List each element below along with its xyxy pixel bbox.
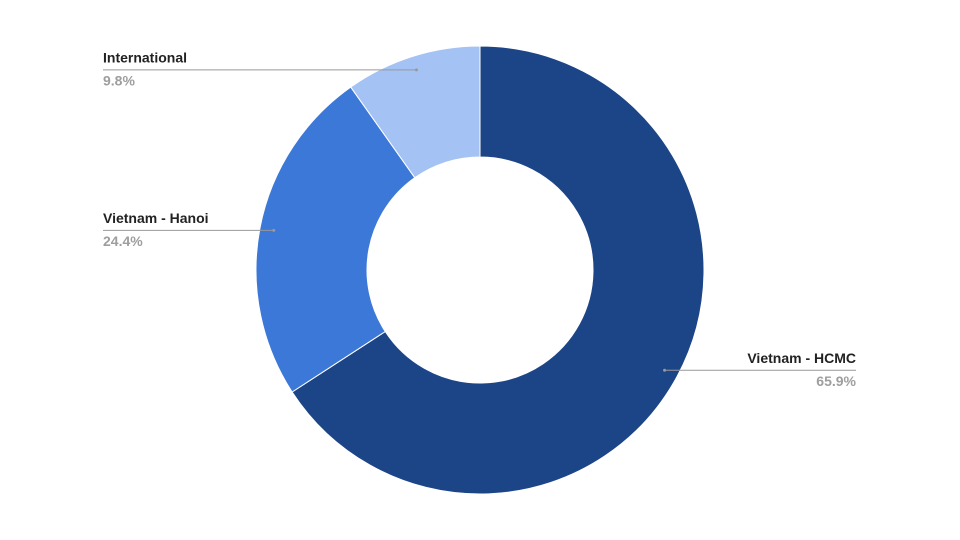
donut-slice: [255, 86, 416, 393]
slice-value-label: 24.4%: [103, 233, 143, 249]
leader-dot: [272, 228, 276, 232]
leader-dot: [663, 368, 667, 372]
leader-dot: [414, 68, 418, 72]
slice-label: Vietnam - HCMC: [747, 350, 856, 366]
slice-value-label: 9.8%: [103, 73, 135, 89]
donut-slice: [350, 45, 481, 179]
donut-slice: [291, 45, 705, 495]
slice-value-label: 65.9%: [816, 373, 856, 389]
slice-label: International: [103, 50, 187, 66]
slice-label: Vietnam - Hanoi: [103, 210, 209, 226]
